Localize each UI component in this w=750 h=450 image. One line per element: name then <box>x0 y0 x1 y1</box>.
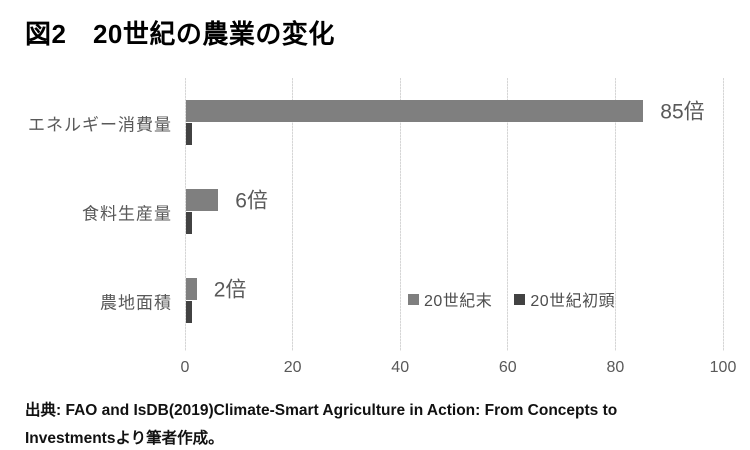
x-tick-label: 20 <box>283 359 302 376</box>
gridline <box>184 78 186 351</box>
legend-swatch-icon <box>408 293 419 305</box>
legend-item: 20世紀末 <box>408 287 492 311</box>
bar-chart: 20世紀末 20世紀初頭 0 20 40 60 80 100 エネルギー消費量 85倍食料生産量… <box>28 78 737 376</box>
gridline <box>292 78 294 351</box>
bar-20世紀末 <box>186 189 219 211</box>
gridline <box>614 78 616 351</box>
bar-20世紀初頭 <box>186 301 192 323</box>
bar-20世紀末 <box>186 100 644 122</box>
bar-20世紀初頭 <box>186 212 192 234</box>
data-label: 85倍 <box>660 100 705 124</box>
legend-label: 20世紀初頭 <box>530 293 616 310</box>
data-label: 6倍 <box>235 189 268 213</box>
chart-legend: 20世紀末 20世紀初頭 <box>408 287 615 311</box>
data-label: 2倍 <box>213 278 247 302</box>
gridline <box>722 78 724 351</box>
bar-20世紀末 <box>186 278 197 300</box>
gridline <box>399 78 401 351</box>
source-line-1: 出典: FAO and IsDB(2019)Climate-Smart Agri… <box>25 402 618 419</box>
x-tick-label: 0 <box>180 359 190 376</box>
x-tick-label: 100 <box>709 359 737 376</box>
legend-swatch-icon <box>514 293 526 305</box>
category-label: 食料生産量 <box>82 204 172 223</box>
legend-label: 20世紀末 <box>424 293 493 310</box>
source-note: 出典: FAO and IsDB(2019)Climate-Smart Agri… <box>25 397 741 450</box>
gridline <box>507 78 509 351</box>
bar-20世紀初頭 <box>186 123 192 145</box>
x-tick-label: 40 <box>391 359 410 376</box>
source-line-2: Investmentsより筆者作成。 <box>25 430 224 447</box>
legend-item: 20世紀初頭 <box>514 287 615 311</box>
x-tick-label: 80 <box>606 359 625 376</box>
category-label: 農地面積 <box>100 293 172 312</box>
figure-title: 図2 20世紀の農業の変化 <box>25 19 335 49</box>
x-tick-label: 60 <box>498 359 517 376</box>
category-label: エネルギー消費量 <box>28 115 172 134</box>
